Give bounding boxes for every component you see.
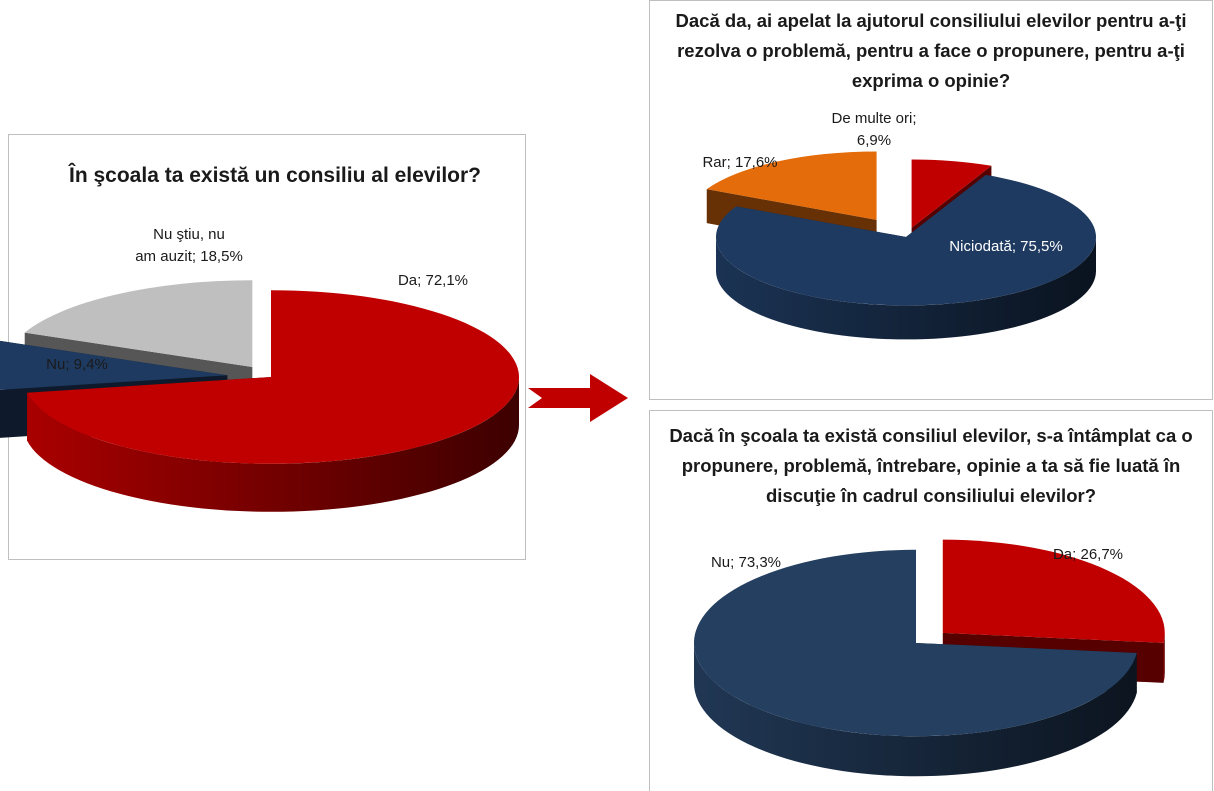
chart-title: În şcoala ta există un consiliu al elevi… bbox=[69, 164, 481, 187]
data-label-rar: Rar; 17,6% bbox=[702, 154, 777, 171]
chart-panel-consiliu: În şcoala ta există un consiliu al elevi… bbox=[0, 134, 526, 560]
slice-side-nu bbox=[694, 643, 1137, 777]
data-label-de-multe-ori: De multe ori; 6,9% bbox=[831, 110, 916, 149]
right-arrow-icon bbox=[528, 374, 628, 422]
slice-side-da bbox=[27, 377, 519, 512]
data-label-da: Da; 72,1% bbox=[398, 272, 468, 289]
pie-slice-nu bbox=[693, 549, 1137, 737]
pie-chart-apelat: De multe ori; 6,9% Niciodată; 75,5% Rar; 17… bbox=[702, 110, 1096, 340]
pie-slice-niciodata bbox=[716, 174, 1096, 306]
data-label-nu: Nu; 73,3% bbox=[711, 554, 781, 571]
slice-side-da bbox=[1163, 632, 1165, 683]
pie-slice-nu-stiu-nu-am-auzit bbox=[24, 280, 253, 368]
pie-slice-rar bbox=[706, 151, 877, 220]
chart-panel-discutie: Dacă în şcoala ta există consiliul elevi… bbox=[649, 410, 1213, 791]
pie-chart-discutie: Da; 26,7% Nu; 73,3% bbox=[693, 539, 1165, 777]
pie-chart-consiliu: Da; 72,1% Nu; 9,4% Nu ştiu, nu am auzit; 18… bbox=[0, 226, 519, 512]
chart-title: Dacă în şcoala ta există consiliul elevi… bbox=[669, 425, 1193, 506]
pie-slice-nu bbox=[0, 340, 228, 390]
data-label-niciodata: Niciodată; 75,5% bbox=[949, 238, 1062, 255]
data-label-nu-stiu-nu-am-auzit: Nu ştiu, nu am auzit; 18,5% bbox=[135, 226, 243, 265]
pie-slice-da bbox=[942, 539, 1165, 643]
pie-slice-da bbox=[27, 290, 519, 464]
chart-panel-apelat: Dacă da, ai apelat la ajutorul consiliul… bbox=[649, 0, 1213, 400]
pie-slice-de-multe-ori bbox=[911, 159, 992, 228]
data-label-da: Da; 26,7% bbox=[1053, 546, 1123, 563]
data-label-nu: Nu; 9,4% bbox=[46, 356, 108, 373]
chart-title: Dacă da, ai apelat la ajutorul consiliul… bbox=[675, 10, 1187, 91]
slice-side-niciodata bbox=[716, 237, 1096, 340]
